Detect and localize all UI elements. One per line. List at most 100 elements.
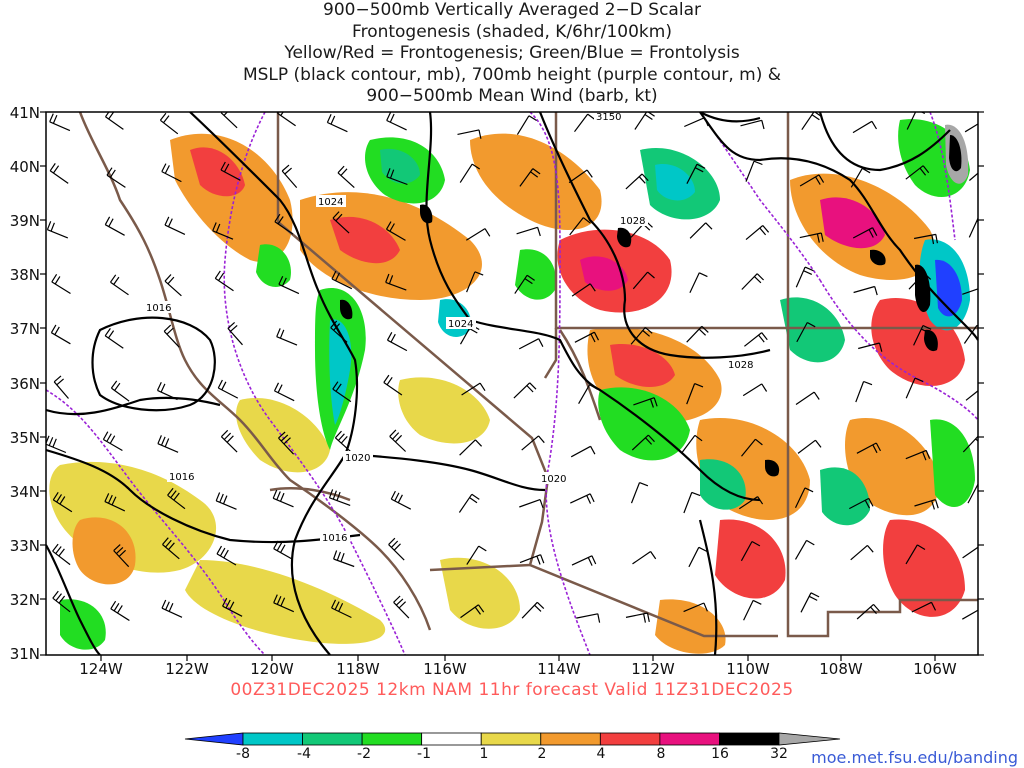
wind-barb (102, 431, 123, 452)
lon-label: 124W (79, 660, 123, 678)
wind-barb (51, 273, 71, 295)
wind-barb (459, 439, 483, 456)
height-label: 3150 (596, 112, 621, 123)
wind-barb (630, 327, 653, 345)
colorbar-label: 2 (537, 746, 547, 762)
wind-barb (388, 537, 405, 561)
wind-barb (570, 445, 596, 458)
wind-barb (46, 435, 67, 454)
wind-barb (273, 594, 295, 613)
wind-barb (46, 221, 69, 239)
wind-barb (161, 163, 182, 183)
wind-barb (850, 544, 874, 561)
wind-barb (459, 163, 481, 183)
wind-barb (220, 161, 241, 181)
wind-barb (106, 167, 126, 188)
wind-barb (52, 590, 71, 613)
wind-barb (914, 499, 939, 510)
wind-barb (331, 270, 353, 290)
mslp-label: 1016 (146, 303, 171, 314)
colorbar-box (540, 732, 601, 746)
wind-barb (465, 228, 491, 241)
wind-barb (962, 609, 978, 620)
wind-barb (386, 112, 407, 131)
lon-label: 110W (726, 660, 770, 678)
lat-label: 37N (9, 320, 40, 338)
wind-barb (514, 274, 535, 294)
wind-barb (743, 599, 762, 621)
wind-barb (571, 555, 597, 566)
credit-link[interactable]: moe.met.fsu.edu/banding (811, 748, 1018, 767)
wind-barb (571, 283, 596, 297)
wind-barb (164, 274, 182, 297)
valid-time-line: 00Z31DEC2025 12km NAM 11hr forecast Vali… (230, 680, 794, 700)
wind-barb (164, 216, 186, 235)
contour-labels: 1024 1028 1016 1024 1028 1016 1020 1020 … (144, 111, 756, 544)
wind-barb (683, 491, 701, 514)
wind-barb (110, 380, 130, 402)
colorbar-box (242, 732, 303, 746)
wind-barb (215, 492, 237, 510)
lon-label: 118W (336, 660, 380, 678)
wind-barb (745, 225, 770, 241)
lat-label: 41N (9, 104, 40, 122)
wind-barb (799, 174, 825, 187)
height-contours (46, 112, 978, 655)
wind-barb (689, 272, 708, 293)
wind-barb (741, 438, 763, 457)
mslp-contours (46, 112, 978, 655)
colorbar-label: 32 (770, 746, 788, 762)
wind-barb (625, 173, 649, 190)
wind-barb (273, 540, 294, 561)
wind-barb (795, 391, 820, 405)
lat-label: 39N (9, 212, 40, 230)
wind-barb (104, 328, 124, 349)
wind-barb (217, 379, 239, 399)
lon-label: 116W (423, 660, 467, 678)
wind-barb (800, 592, 820, 613)
wind-barb (686, 325, 709, 343)
wind-barb (162, 537, 180, 560)
wind-barb (386, 332, 408, 352)
wind-barb (905, 165, 930, 180)
wind-barb (681, 434, 703, 454)
lat-label: 35N (9, 429, 40, 447)
wind-barb (50, 324, 71, 345)
wind-barb (110, 600, 130, 622)
wind-barb (574, 331, 600, 343)
wind-barb (52, 543, 71, 566)
lon-label: 106W (913, 660, 957, 678)
wind-barb (631, 434, 655, 451)
wind-barb (390, 490, 412, 510)
wind-barb (963, 324, 978, 344)
wind-barb (333, 550, 355, 568)
wind-barb (385, 221, 406, 241)
mslp-label: 1028 (620, 216, 645, 227)
wind-barb (159, 112, 179, 135)
wind-barb (855, 380, 873, 403)
lat-label: 32N (9, 591, 40, 609)
wind-barb (853, 285, 878, 296)
wind-barb (913, 324, 932, 346)
colorbar-box (302, 732, 363, 746)
wind-barb (568, 169, 593, 184)
lon-label: 112W (631, 660, 675, 678)
lon-label: 122W (165, 660, 209, 678)
mslp-label: 1024 (318, 197, 343, 208)
mslp-label: 1020 (541, 474, 566, 485)
title-line-5: 900−500mb Mean Wind (barb, kt) (366, 86, 658, 106)
wind-barb (212, 222, 234, 240)
wind-barb (906, 112, 926, 130)
lon-label: 108W (819, 660, 863, 678)
wind-barb (630, 482, 649, 504)
wind-barb (574, 113, 596, 133)
wind-barb (328, 489, 351, 506)
wind-barb (331, 599, 352, 619)
colorbar-label: 1 (479, 746, 489, 762)
wind-barb (633, 397, 658, 408)
wind-barb (49, 113, 71, 132)
wind-barb (281, 164, 298, 188)
wind-barb (53, 375, 69, 399)
lat-label: 33N (9, 537, 40, 555)
